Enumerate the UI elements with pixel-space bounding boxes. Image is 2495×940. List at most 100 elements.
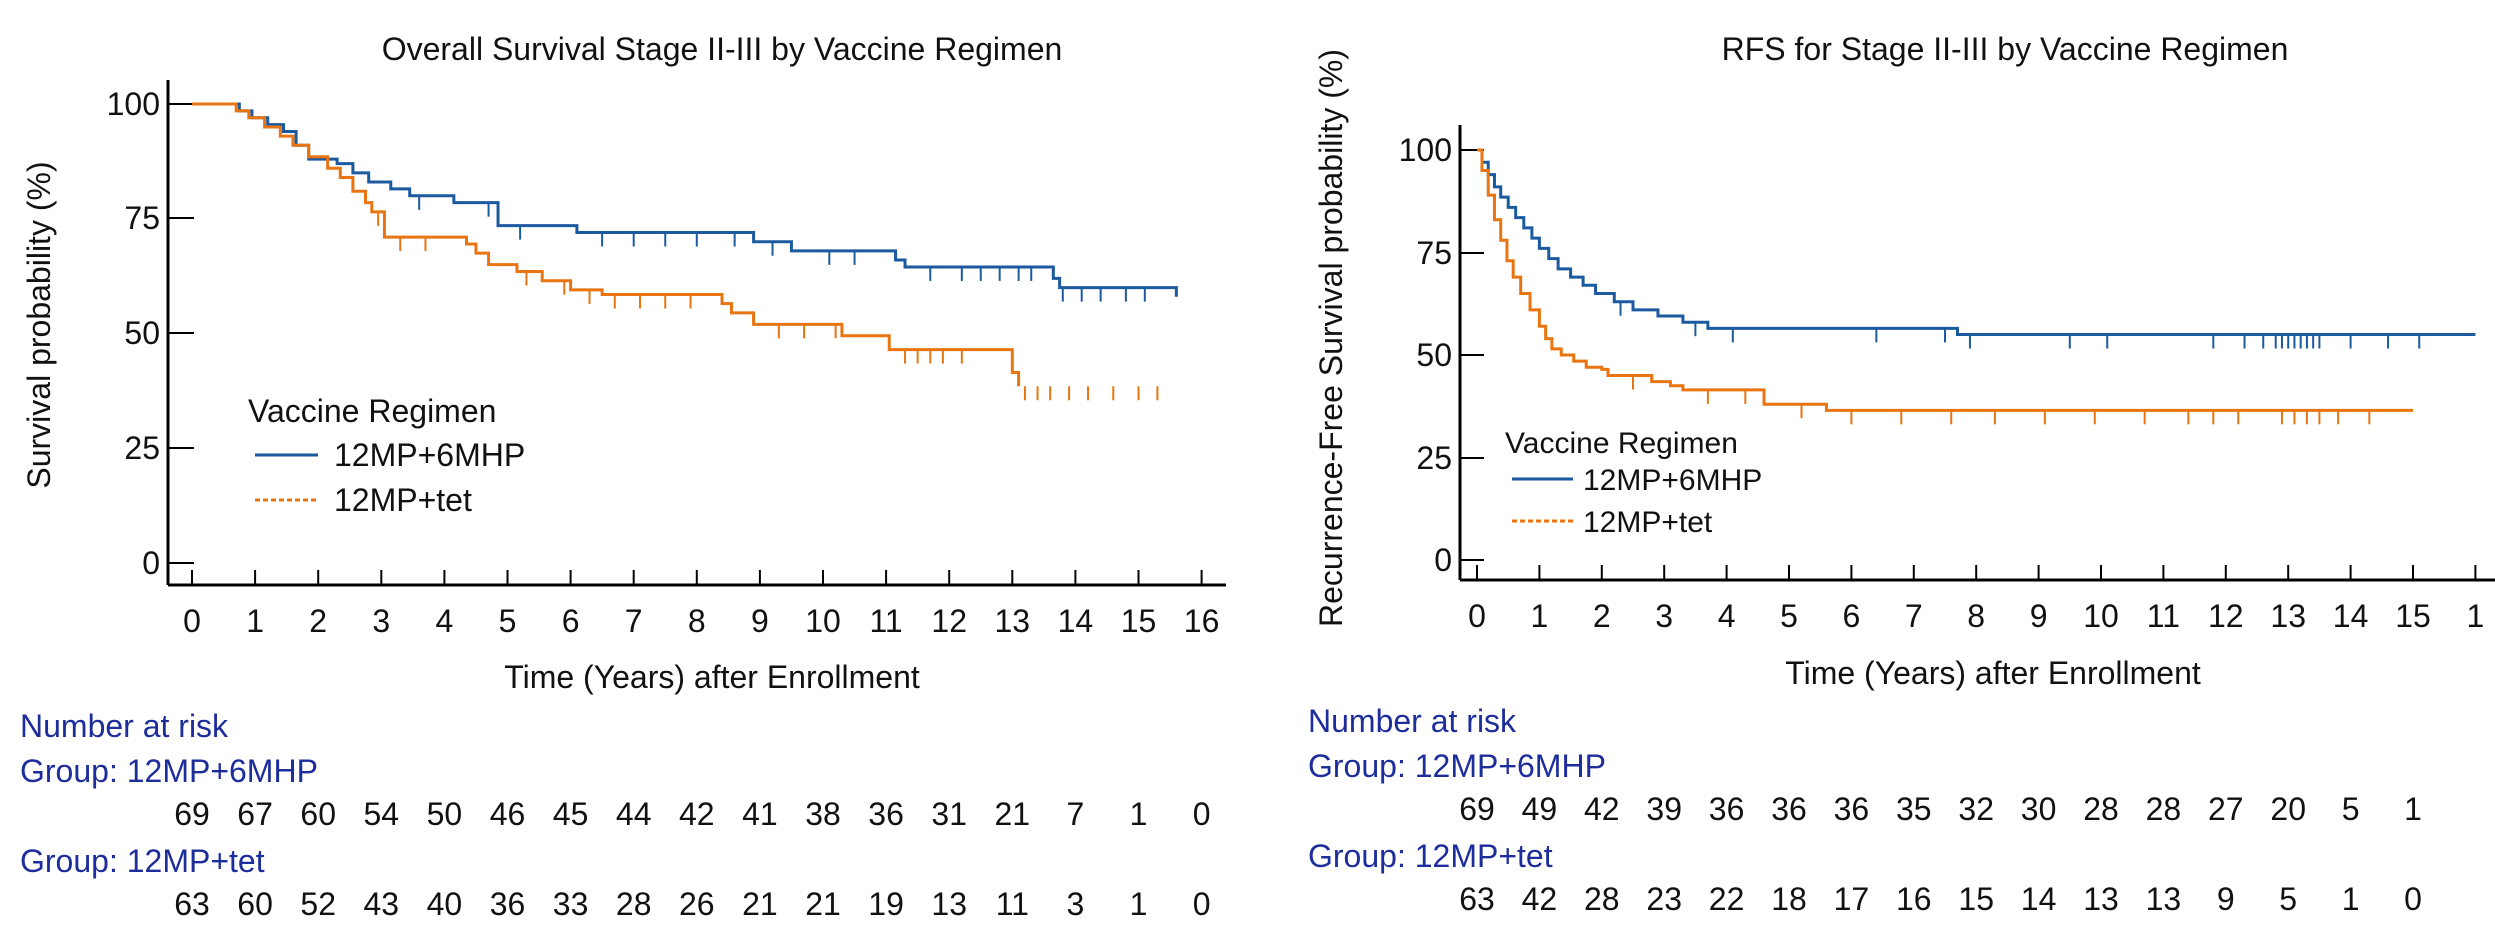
rfs-risk-row: 69 49 42 39 36 36 36 35 32 30 28 28 27 20 5 1 xyxy=(1459,791,2422,827)
os-x-tick-label: 12 xyxy=(931,603,967,639)
os-risk-row: 69 67 60 54 50 46 45 44 42 41 38 36 31 21 7 1 0 xyxy=(174,796,1210,832)
rfs-legend-label-tet: 12MP+tet xyxy=(1583,506,1713,539)
os-risk-header: Number at risk xyxy=(20,708,229,744)
os-risk-count: 19 xyxy=(868,886,904,922)
rfs-risk-count: 17 xyxy=(1834,881,1870,917)
rfs-x-tick-label: 3 xyxy=(1655,598,1673,634)
os-y-tick-label: 75 xyxy=(124,200,160,236)
os-y-ticks: 0 25 50 75 100 xyxy=(107,86,194,581)
os-y-tick-label: 25 xyxy=(124,430,160,466)
rfs-risk-count: 28 xyxy=(2083,791,2119,827)
os-x-tick-label: 6 xyxy=(562,603,580,639)
os-chart-title: Overall Survival Stage II-III by Vaccine… xyxy=(382,31,1063,67)
os-risk-count: 26 xyxy=(679,886,715,922)
rfs-x-axis-label: Time (Years) after Enrollment xyxy=(1785,655,2201,691)
os-risk-count: 33 xyxy=(553,886,589,922)
os-y-tick-label: 100 xyxy=(107,86,160,122)
os-risk-count: 36 xyxy=(490,886,526,922)
rfs-x-tick-label: 5 xyxy=(1780,598,1798,634)
rfs-risk-header: Number at risk xyxy=(1308,703,1517,739)
os-x-tick-label: 9 xyxy=(751,603,769,639)
rfs-risk-count: 36 xyxy=(1709,791,1745,827)
os-risk-count: 0 xyxy=(1193,796,1211,832)
os-risk-count: 13 xyxy=(931,886,967,922)
os-risk-table: Number at risk Group: 12MP+6MHP 69 67 60 54… xyxy=(20,708,1210,922)
rfs-risk-table: Number at risk Group: 12MP+6MHP 69 49 42 39… xyxy=(1308,703,2422,917)
os-curves xyxy=(192,102,1178,401)
os-legend-label-tet: 12MP+tet xyxy=(334,482,472,518)
os-x-tick-label: 3 xyxy=(372,603,390,639)
rfs-risk-count: 32 xyxy=(1958,791,1994,827)
os-risk-group-label: Group: 12MP+6MHP xyxy=(20,753,318,789)
os-panel: Overall Survival Stage II-III by Vaccine… xyxy=(20,31,1226,922)
rfs-curve-tet xyxy=(1477,148,2413,412)
rfs-curve-6mhp xyxy=(1477,148,2476,336)
os-y-axis-label: Survival probability (%) xyxy=(21,161,57,488)
rfs-x-tick-label: 0 xyxy=(1468,598,1486,634)
rfs-risk-count: 16 xyxy=(1896,881,1932,917)
os-risk-count: 1 xyxy=(1130,796,1148,832)
rfs-risk-count: 18 xyxy=(1771,881,1807,917)
rfs-y-tick-label: 75 xyxy=(1416,235,1452,271)
os-x-tick-label: 8 xyxy=(688,603,706,639)
os-y-tick-label: 50 xyxy=(124,315,160,351)
os-x-tick-label: 5 xyxy=(499,603,517,639)
os-x-tick-label: 10 xyxy=(805,603,841,639)
rfs-x-tick-label: 11 xyxy=(2147,598,2180,634)
rfs-risk-count: 69 xyxy=(1459,791,1495,827)
os-risk-count: 21 xyxy=(805,886,841,922)
rfs-legend: Vaccine Regimen 12MP+6MHP 12MP+tet xyxy=(1505,427,1762,539)
rfs-risk-count: 0 xyxy=(2404,881,2422,917)
os-risk-count: 0 xyxy=(1193,886,1211,922)
rfs-y-ticks: 0 25 50 75 100 xyxy=(1399,132,1484,578)
os-risk-count: 54 xyxy=(364,796,400,832)
rfs-risk-count: 36 xyxy=(1771,791,1807,827)
rfs-x-tick-label: 9 xyxy=(2030,598,2048,634)
rfs-risk-count: 1 xyxy=(2342,881,2360,917)
os-risk-count: 63 xyxy=(174,886,210,922)
rfs-x-tick-label: 8 xyxy=(1967,598,1985,634)
os-risk-count: 11 xyxy=(996,886,1029,922)
os-legend-label-6mhp: 12MP+6MHP xyxy=(334,437,525,473)
rfs-risk-count: 14 xyxy=(2021,881,2057,917)
os-risk-count: 21 xyxy=(742,886,778,922)
rfs-x-tick-label: 6 xyxy=(1843,598,1861,634)
rfs-chart-title: RFS for Stage II-III by Vaccine Regimen xyxy=(1722,31,2289,67)
os-x-tick-label: 7 xyxy=(625,603,643,639)
rfs-x-tick-label: 13 xyxy=(2270,598,2306,634)
rfs-risk-count: 42 xyxy=(1584,791,1620,827)
os-risk-count: 38 xyxy=(805,796,841,832)
os-risk-count: 60 xyxy=(300,796,336,832)
os-x-tick-label: 0 xyxy=(183,603,201,639)
rfs-x-tick-label: 15 xyxy=(2395,598,2431,634)
os-x-tick-label: 16 xyxy=(1184,603,1220,639)
rfs-y-tick-label: 100 xyxy=(1399,132,1452,168)
os-risk-row: 63 60 52 43 40 36 33 28 26 21 21 19 13 11 3 1 0 xyxy=(174,886,1210,922)
rfs-x-tick-label: 12 xyxy=(2208,598,2244,634)
os-x-ticks: 0 1 2 3 4 5 6 7 8 9 10 11 12 13 14 15 16 xyxy=(183,570,1219,639)
os-curve-6mhp xyxy=(192,102,1178,297)
os-risk-count: 45 xyxy=(553,796,589,832)
rfs-risk-count: 30 xyxy=(2021,791,2057,827)
rfs-risk-count: 20 xyxy=(2270,791,2306,827)
rfs-risk-count: 36 xyxy=(1834,791,1870,827)
os-risk-count: 41 xyxy=(742,796,778,832)
rfs-curves xyxy=(1477,148,2476,425)
os-risk-count: 50 xyxy=(427,796,463,832)
rfs-risk-row: 63 42 28 23 22 18 17 16 15 14 13 13 9 5 1 0 xyxy=(1459,881,2422,917)
os-risk-count: 60 xyxy=(237,886,273,922)
os-risk-count: 40 xyxy=(427,886,463,922)
os-x-axis-label: Time (Years) after Enrollment xyxy=(504,659,920,695)
rfs-y-tick-label: 50 xyxy=(1416,337,1452,373)
rfs-risk-count: 9 xyxy=(2217,881,2235,917)
os-risk-count: 67 xyxy=(237,796,273,832)
os-curve-tet xyxy=(192,102,1021,387)
os-x-tick-label: 2 xyxy=(309,603,327,639)
os-x-tick-label: 1 xyxy=(246,603,264,639)
os-x-tick-label: 14 xyxy=(1058,603,1094,639)
rfs-risk-count: 35 xyxy=(1896,791,1932,827)
os-y-tick-label: 0 xyxy=(142,545,160,581)
os-x-tick-label: 11 xyxy=(869,603,902,639)
os-x-tick-label: 4 xyxy=(436,603,454,639)
rfs-risk-group-label: Group: 12MP+tet xyxy=(1308,838,1553,874)
